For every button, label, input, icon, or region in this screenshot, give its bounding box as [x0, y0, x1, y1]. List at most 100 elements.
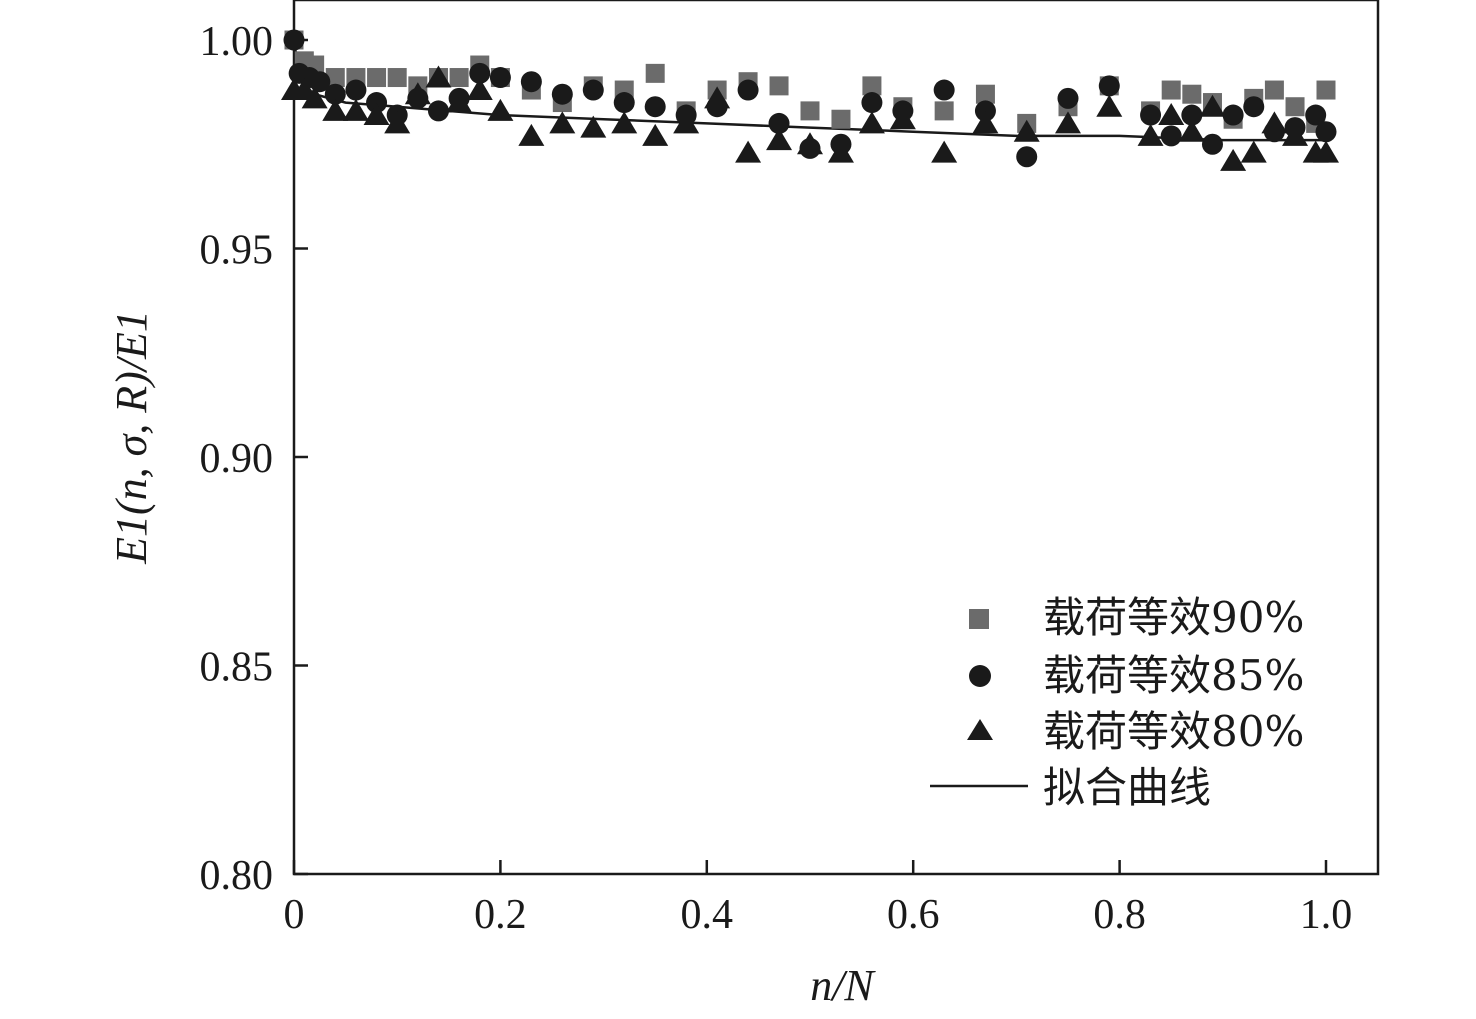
- data-point-circle: [366, 92, 388, 114]
- data-point-triangle: [1178, 119, 1205, 142]
- data-point-triangle: [1055, 111, 1081, 134]
- legend-label-85: 载荷等效85%: [1043, 651, 1304, 700]
- data-point-triangle: [1261, 111, 1288, 134]
- y-tick-label: 0.85: [200, 645, 274, 691]
- data-point-triangle: [322, 98, 349, 121]
- legend-label-80: 载荷等效80%: [1043, 707, 1304, 756]
- data-point-circle: [737, 79, 759, 101]
- data-point-square: [975, 84, 995, 104]
- y-tick-label: 1.00: [200, 19, 274, 65]
- data-point-triangle: [466, 78, 493, 101]
- data-point-circle: [1243, 96, 1265, 118]
- data-point-circle: [1098, 75, 1120, 97]
- data-point-square: [1161, 80, 1181, 100]
- data-point-triangle: [766, 128, 793, 151]
- data-point-triangle: [1199, 94, 1226, 117]
- data-point-square: [387, 68, 407, 88]
- data-point-circle: [551, 83, 573, 105]
- data-point-square: [1285, 97, 1305, 117]
- legend-marker-square: [969, 609, 989, 629]
- data-point-circle: [1140, 104, 1162, 126]
- data-point-triangle: [704, 86, 731, 109]
- data-point-triangle: [931, 140, 958, 163]
- data-point-triangle: [301, 86, 328, 109]
- data-point-circle: [427, 100, 449, 122]
- data-point-circle: [1305, 104, 1327, 126]
- legend-marker-circle: [969, 665, 991, 687]
- data-point-triangle: [1158, 103, 1185, 126]
- data-point-triangle: [611, 111, 638, 134]
- data-point-triangle: [858, 111, 885, 134]
- y-tick-label: 0.80: [200, 853, 274, 899]
- data-point-triangle: [425, 65, 452, 88]
- data-point-circle: [469, 62, 491, 84]
- data-point-circle: [345, 79, 367, 101]
- data-point-square: [449, 68, 469, 88]
- y-tick-label: 0.90: [200, 436, 274, 482]
- data-point-square: [325, 68, 345, 88]
- data-point-square: [769, 76, 789, 96]
- x-tick-label: 0.4: [681, 892, 734, 938]
- data-point-triangle: [446, 90, 473, 113]
- data-point-circle: [613, 92, 635, 114]
- data-point-circle: [974, 100, 996, 122]
- data-point-circle: [933, 79, 955, 101]
- data-points: [281, 29, 1339, 171]
- data-point-square: [645, 63, 665, 83]
- data-point-triangle: [1240, 140, 1267, 163]
- data-point-square: [831, 109, 851, 129]
- data-point-triangle: [735, 140, 762, 163]
- data-point-circle: [489, 67, 511, 89]
- data-point-triangle: [1220, 148, 1247, 171]
- data-point-triangle: [518, 123, 545, 146]
- plot-frame: [292, 0, 1380, 876]
- data-point-triangle: [673, 111, 700, 134]
- data-point-square: [800, 101, 820, 121]
- data-point-circle: [644, 96, 666, 118]
- data-point-circle: [1315, 121, 1337, 143]
- y-axis: 0.80 0.85 0.90 0.95 1.00: [200, 19, 308, 899]
- data-point-triangle: [549, 111, 576, 134]
- data-point-circle: [324, 83, 346, 105]
- y-axis-title: E1(n, σ, R)/E1: [107, 310, 156, 565]
- data-point-triangle: [580, 115, 607, 138]
- data-point-triangle: [1313, 140, 1339, 163]
- x-tick-label: 0.8: [1093, 892, 1146, 938]
- x-tick-label: 0: [284, 892, 305, 938]
- data-point-triangle: [1137, 123, 1164, 146]
- data-point-square: [1264, 80, 1284, 100]
- legend: 载荷等效90% 载荷等效85% 载荷等效80% 拟合曲线: [930, 593, 1304, 812]
- data-point-circle: [520, 71, 542, 93]
- data-point-circle: [1057, 87, 1079, 109]
- data-point-triangle: [889, 107, 916, 130]
- data-point-circle: [1181, 104, 1203, 126]
- data-point-square: [1316, 80, 1336, 100]
- data-point-square: [862, 76, 882, 96]
- data-point-triangle: [827, 140, 854, 163]
- data-point-circle: [861, 92, 883, 114]
- legend-label-fit: 拟合曲线: [1043, 763, 1211, 812]
- y-tick-label: 0.95: [200, 228, 274, 274]
- x-axis-title: n/N: [810, 961, 876, 1010]
- data-point-triangle: [642, 123, 669, 146]
- data-point-circle: [768, 112, 790, 134]
- data-point-triangle: [972, 111, 999, 134]
- legend-marker-triangle: [967, 719, 993, 740]
- data-point-circle: [283, 29, 305, 51]
- data-point-circle: [1160, 125, 1182, 147]
- data-point-circle: [1201, 133, 1223, 155]
- x-tick-label: 1.0: [1300, 892, 1353, 938]
- legend-label-90: 载荷等效90%: [1043, 593, 1304, 642]
- data-point-circle: [1016, 146, 1038, 168]
- data-point-triangle: [363, 103, 390, 126]
- data-point-triangle: [797, 132, 823, 155]
- data-point-triangle: [342, 98, 369, 121]
- data-point-triangle: [404, 82, 431, 105]
- data-point-square: [934, 101, 954, 121]
- data-point-triangle: [384, 111, 411, 134]
- data-point-triangle: [1282, 123, 1309, 146]
- data-point-triangle: [1013, 119, 1040, 142]
- data-point-triangle: [487, 98, 514, 121]
- data-point-triangle: [1096, 94, 1123, 117]
